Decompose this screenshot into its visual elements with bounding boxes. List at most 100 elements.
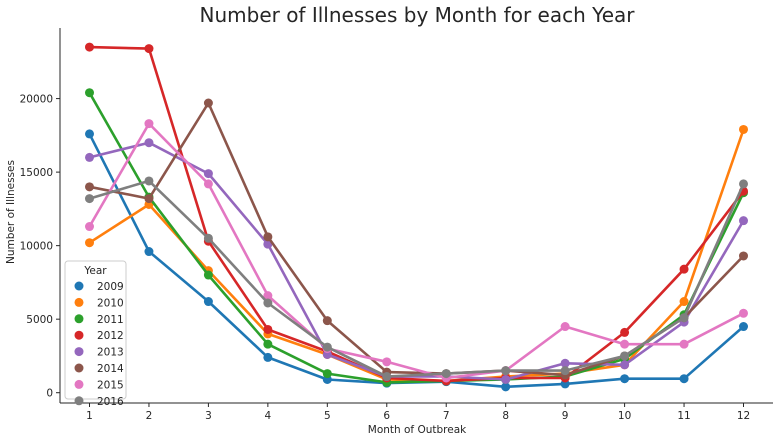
- legend-label: 2012: [97, 330, 124, 342]
- data-point: [620, 351, 630, 361]
- data-point: [85, 238, 94, 248]
- legend-item: 2012: [74, 330, 124, 342]
- legend-label: 2009: [97, 281, 124, 293]
- legend-label: 2016: [97, 396, 124, 408]
- data-point: [560, 322, 570, 332]
- legend-item: 2015: [74, 379, 124, 391]
- legend-marker: [74, 281, 84, 291]
- data-point: [263, 352, 273, 362]
- x-tick-label: 8: [502, 410, 509, 422]
- x-tick-label: 2: [146, 410, 153, 422]
- data-point: [85, 88, 94, 98]
- data-point: [85, 42, 94, 52]
- legend-item: 2016: [74, 396, 124, 408]
- y-tick-label: 5000: [26, 314, 53, 326]
- series-line: [89, 141, 745, 381]
- series-2009: [85, 129, 748, 392]
- legend-label: 2013: [97, 347, 124, 359]
- data-point: [679, 374, 689, 384]
- x-tick-label: 6: [383, 410, 390, 422]
- series-2016: [85, 176, 748, 382]
- data-point: [203, 98, 213, 108]
- data-point: [739, 216, 748, 226]
- data-point: [501, 374, 511, 384]
- data-point: [620, 360, 630, 370]
- data-point: [739, 124, 748, 134]
- data-point: [203, 169, 213, 179]
- x-axis-label: Month of Outbreak: [368, 424, 467, 436]
- data-point: [263, 339, 273, 349]
- data-point: [263, 232, 273, 242]
- data-point: [679, 339, 689, 349]
- series-2013: [85, 138, 748, 384]
- series-2011: [85, 88, 748, 387]
- data-point: [144, 194, 154, 204]
- data-point: [85, 182, 94, 192]
- series-line: [89, 179, 745, 378]
- data-point: [263, 324, 273, 334]
- chart-title: Number of Illnesses by Month for each Ye…: [200, 3, 636, 27]
- y-tick-label: 15000: [20, 167, 53, 179]
- x-tick-label: 10: [618, 410, 631, 422]
- data-point: [144, 247, 154, 257]
- data-point: [620, 327, 630, 337]
- legend-label: 2010: [97, 297, 124, 309]
- legend-label: 2014: [97, 363, 124, 375]
- data-point: [679, 264, 689, 274]
- plot-area: [85, 42, 748, 392]
- legend-item: 2011: [74, 314, 124, 326]
- y-axis: 0 5000 10000 15000 20000: [20, 28, 61, 403]
- data-point: [85, 222, 94, 232]
- data-point: [441, 369, 451, 379]
- series-line: [88, 92, 745, 384]
- data-point: [501, 382, 511, 392]
- data-point: [501, 366, 511, 376]
- x-tick-label: 12: [737, 410, 750, 422]
- x-tick-label: 3: [205, 410, 212, 422]
- data-point: [739, 308, 748, 318]
- x-tick-label: 7: [443, 410, 450, 422]
- data-point: [144, 138, 154, 148]
- series-2015: [85, 119, 748, 383]
- data-point: [85, 129, 94, 139]
- legend-item: 2009: [74, 281, 124, 293]
- x-tick-label: 9: [562, 410, 569, 422]
- legend-item: 2010: [74, 297, 124, 309]
- data-point: [203, 179, 213, 189]
- x-axis: 1 2 3 4 5 6 7 8 9 10 11 12: [60, 402, 773, 422]
- legend-marker: [74, 297, 84, 307]
- data-point: [620, 374, 630, 384]
- legend-marker: [74, 396, 84, 406]
- data-point: [263, 291, 273, 301]
- data-point: [739, 322, 748, 332]
- x-tick-label: 4: [265, 410, 272, 422]
- data-point: [679, 297, 689, 307]
- y-axis-label: Number of Illnesses: [5, 160, 17, 264]
- legend-marker: [74, 314, 84, 324]
- data-point: [144, 44, 154, 54]
- legend-label: 2015: [97, 379, 124, 391]
- data-point: [322, 369, 332, 379]
- legend-title: Year: [83, 265, 107, 277]
- legend-label: 2011: [97, 314, 124, 326]
- data-point: [203, 270, 213, 280]
- y-tick-label: 0: [46, 388, 53, 400]
- legend: Year 2009 2010 2011 2012 2013 2014 2015 2016: [64, 260, 127, 408]
- legend-item: 2014: [74, 363, 124, 375]
- x-tick-label: 1: [86, 410, 93, 422]
- data-point: [203, 297, 213, 307]
- data-point: [620, 339, 630, 349]
- series-line: [88, 122, 745, 380]
- legend-marker: [74, 363, 84, 373]
- data-point: [85, 152, 94, 162]
- data-point: [560, 366, 570, 376]
- legend-marker: [74, 330, 84, 340]
- data-point: [203, 233, 213, 243]
- series-line: [89, 101, 745, 377]
- y-tick-label: 10000: [20, 241, 53, 253]
- legend-item: 2013: [74, 347, 124, 359]
- data-point: [144, 176, 154, 186]
- data-point: [263, 298, 273, 308]
- data-point: [739, 179, 748, 189]
